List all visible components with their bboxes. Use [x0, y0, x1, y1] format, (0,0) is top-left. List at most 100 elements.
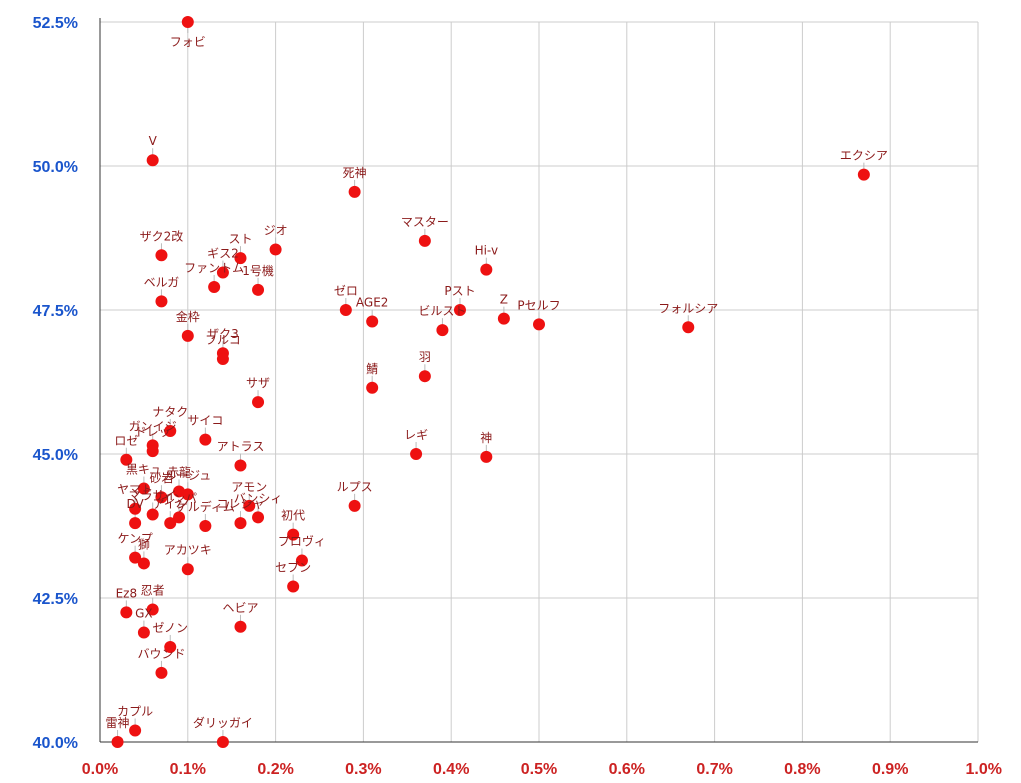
data-point: [269, 243, 282, 256]
data-point: [146, 445, 159, 458]
point-label: ヤマト: [117, 483, 153, 497]
data-point: [453, 304, 466, 316]
data-point: [366, 381, 379, 394]
data-point: [137, 626, 150, 639]
data-point: [348, 499, 361, 512]
data-point: [216, 352, 229, 365]
data-point: [410, 448, 423, 460]
point-label: Hi-v: [475, 244, 498, 258]
data-point: [418, 234, 431, 247]
point-label: 黒キュ: [126, 463, 162, 477]
point-label: レギ: [404, 428, 428, 442]
data-point: [497, 312, 510, 325]
data-point: [234, 517, 247, 530]
data-point: [199, 433, 212, 446]
data-point: [295, 554, 308, 567]
point-label: マスター: [401, 215, 449, 229]
y-tick-label: 47.5%: [33, 303, 78, 320]
data-point: [129, 517, 142, 530]
point-label: アトラス: [217, 440, 265, 454]
point-label: ダリッガイ: [193, 715, 253, 730]
data-point: [252, 511, 265, 524]
data-point: [348, 185, 361, 198]
point-label: 1号機: [242, 263, 274, 278]
point-label: フォルシア: [658, 301, 718, 315]
data-point: [146, 508, 159, 521]
point-label: エクシア: [840, 149, 888, 163]
data-point: [418, 370, 431, 383]
x-tick-label: 0.2%: [257, 761, 293, 778]
point-label: マラサイ: [129, 488, 177, 502]
label-leaders: [117, 28, 865, 737]
y-tick-label: 42.5%: [33, 591, 78, 608]
data-point: [155, 491, 168, 504]
data-point: [181, 563, 194, 576]
point-label: ケルディム: [176, 499, 235, 514]
data-point: [111, 736, 124, 748]
x-tick-label: 0.1%: [170, 761, 206, 778]
point-label: アイン: [153, 497, 188, 511]
point-label: 雷神: [106, 716, 130, 730]
x-tick-label: 1.0%: [966, 761, 1002, 778]
data-point: [155, 249, 168, 262]
point-label: ルプス: [337, 480, 373, 494]
point-label: バウンド: [137, 647, 185, 661]
point-label: ビルスト: [418, 304, 466, 318]
data-point: [181, 329, 194, 342]
point-label: ゼロ: [334, 284, 358, 298]
point-label: アカツキ: [164, 543, 212, 557]
data-point: [164, 640, 177, 653]
point-label: 羽: [419, 350, 431, 364]
data-point: [252, 283, 265, 296]
point-label: 砂岩: [149, 470, 173, 485]
point-label: サザ: [246, 376, 270, 390]
point-label: カプル: [117, 704, 153, 718]
point-label: AGE2: [356, 296, 389, 310]
point-label: 神: [480, 431, 492, 445]
tick-labels: 0.0% 0.1% 0.2% 0.3% 0.4% 0.5% 0.6% 0.7% 0.8% 0.9%…: [33, 15, 1002, 778]
y-tick-label: 52.5%: [33, 15, 78, 32]
x-tick-label: 0.0%: [82, 761, 118, 778]
point-label: フルコ: [205, 333, 241, 347]
y-tick-label: 45.0%: [33, 447, 78, 464]
point-label: ケンプ: [117, 532, 152, 546]
data-point: [533, 318, 545, 331]
axes: [99, 18, 978, 743]
x-tick-label: 0.7%: [696, 761, 732, 778]
point-label: ヘビア: [222, 601, 258, 615]
point-label: Pセルフ: [517, 298, 560, 312]
point-label: サイコ: [187, 414, 223, 428]
point-label: ナタク: [152, 405, 188, 419]
x-tick-label: 0.9%: [872, 761, 908, 778]
point-label: ザク2改: [140, 229, 184, 243]
data-point: [234, 252, 247, 265]
point-label: 初代: [281, 509, 305, 523]
x-tick-label: 0.8%: [784, 761, 820, 778]
point-label: ベルガ: [144, 275, 180, 289]
point-label: 忍者: [141, 584, 165, 598]
data-point: [164, 424, 177, 437]
point-label: ルージュ: [164, 468, 211, 482]
point-label: セブン: [275, 559, 311, 574]
point-label: Pスト: [444, 284, 475, 298]
data-point: [129, 551, 142, 564]
data-point: [857, 168, 870, 181]
data-point: [146, 154, 159, 167]
point-label: 鯖: [366, 362, 378, 376]
data-point: [234, 620, 247, 633]
point-label: スト: [228, 232, 252, 246]
data-points: [111, 16, 870, 748]
x-tick-label: 0.4%: [433, 761, 469, 778]
data-point: [339, 304, 352, 316]
data-point: [216, 266, 229, 279]
data-point: [234, 459, 247, 472]
data-point: [129, 724, 142, 737]
data-point: [682, 321, 695, 334]
point-label: バンシィ: [234, 491, 283, 505]
x-tick-label: 0.5%: [521, 761, 557, 778]
point-label: ゼノン: [152, 621, 188, 635]
data-point: [366, 315, 379, 328]
data-point: [181, 16, 194, 28]
